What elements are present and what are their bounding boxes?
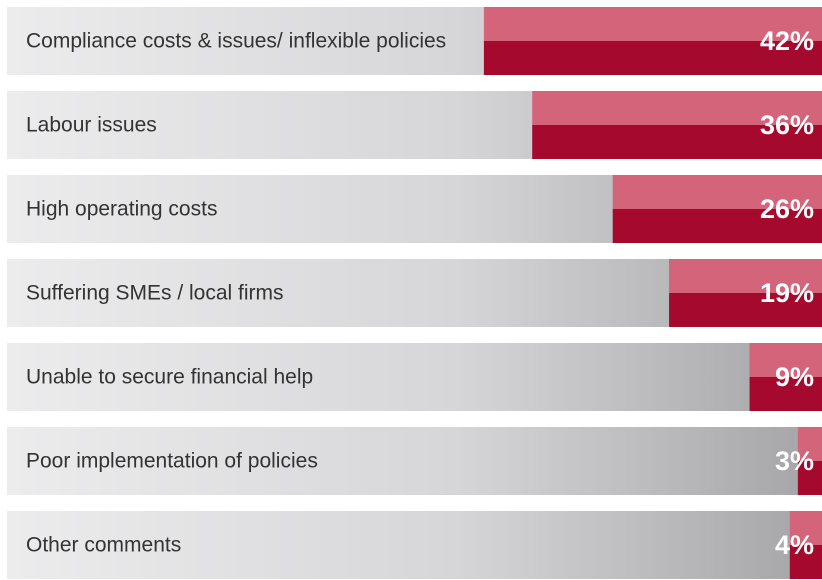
bar: [483, 7, 822, 75]
value-label: 19%: [760, 278, 814, 308]
category-label: High operating costs: [26, 198, 217, 221]
value-label: 3%: [775, 446, 814, 476]
bar: [749, 343, 822, 411]
bar-background: [7, 427, 822, 495]
bar: [797, 427, 822, 495]
category-label: Other comments: [26, 534, 181, 557]
category-label: Labour issues: [26, 114, 157, 137]
category-label: Unable to secure financial help: [26, 366, 313, 389]
category-label: Poor implementation of policies: [26, 450, 318, 473]
value-label: 26%: [760, 194, 814, 224]
bar: [669, 259, 822, 327]
value-label: 9%: [775, 362, 814, 392]
bar-background: [7, 511, 822, 579]
category-label: Suffering SMEs / local firms: [26, 282, 284, 305]
value-label: 42%: [760, 26, 814, 56]
bar: [612, 175, 822, 243]
bar: [532, 91, 822, 159]
category-label: Compliance costs & issues/ inflexible po…: [26, 30, 446, 53]
value-label: 4%: [775, 530, 814, 560]
bar: [789, 511, 822, 579]
value-label: 36%: [760, 110, 814, 140]
bar-background: [7, 343, 822, 411]
